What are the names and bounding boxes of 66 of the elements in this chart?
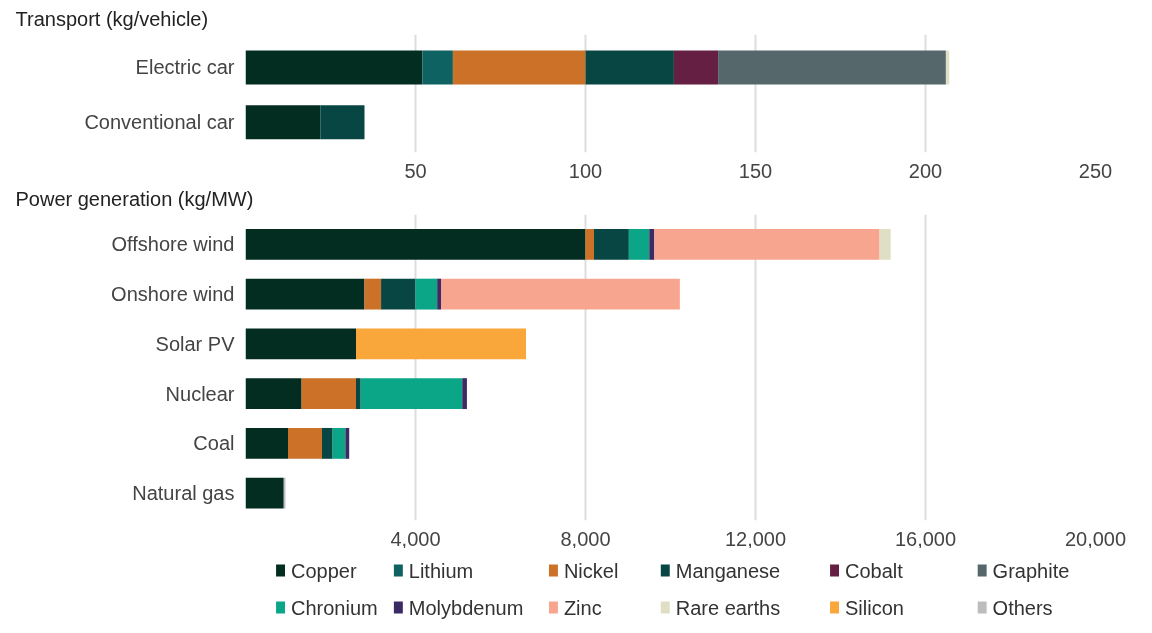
bar: [594, 228, 629, 260]
x-tick-label: 200: [908, 159, 943, 182]
x-tick-label: 8,000: [560, 527, 611, 550]
bar: [322, 427, 333, 459]
y-tick-label: Nuclear: [165, 382, 235, 405]
legend-label: Chronium: [290, 596, 378, 619]
bar: [245, 427, 288, 459]
bar: [245, 278, 365, 310]
bar: [245, 328, 356, 360]
x-tick-label: 20,000: [1064, 527, 1127, 550]
bar: [245, 378, 302, 410]
x-tick-label: 250: [1078, 159, 1113, 182]
y-tick-label: Onshore wind: [111, 283, 235, 306]
x-tick-label: 50: [404, 159, 427, 182]
bar: [441, 278, 680, 310]
legend-label: Graphite: [992, 559, 1070, 582]
bar: [654, 228, 880, 260]
bar: [288, 427, 322, 459]
bar: [585, 50, 674, 85]
y-tick-label: Electric car: [135, 56, 235, 79]
legend-label: Lithium: [408, 559, 474, 582]
bar: [649, 228, 655, 260]
bar: [462, 378, 467, 410]
bar: [879, 228, 891, 260]
bar: [301, 378, 356, 410]
y-tick-label: Coal: [193, 432, 235, 455]
x-tick-label: 4,000: [390, 527, 441, 550]
chart-title: Transport (kg/vehicle): [15, 7, 209, 30]
y-tick-label: Offshore wind: [111, 233, 235, 256]
bar: [245, 50, 423, 85]
y-tick-label: Natural gas: [132, 482, 235, 505]
bar: [245, 477, 284, 509]
x-tick-label: 16,000: [894, 527, 957, 550]
bar: [673, 50, 719, 85]
bar: [452, 50, 586, 85]
bar: [245, 228, 586, 260]
bar: [364, 278, 382, 310]
bar: [381, 278, 416, 310]
bar: [628, 228, 650, 260]
x-tick-label: 100: [568, 159, 603, 182]
chart-title: Power generation (kg/MW): [15, 187, 254, 210]
x-tick-label: 150: [738, 159, 773, 182]
bar: [437, 278, 441, 310]
bar: [718, 50, 946, 85]
bar: [360, 378, 463, 410]
y-tick-label: Conventional car: [84, 111, 235, 134]
legend-label: Copper: [290, 559, 357, 582]
legend-label: Silicon: [844, 596, 904, 619]
bar: [415, 278, 438, 310]
bar: [356, 378, 361, 410]
legend-label: Cobalt: [844, 559, 904, 582]
x-tick-label: 12,000: [724, 527, 787, 550]
legend-label: Zinc: [563, 596, 602, 619]
bar: [320, 105, 365, 140]
bar: [585, 228, 594, 260]
legend-label: Molybdenum: [408, 596, 524, 619]
legend-label: Rare earths: [675, 596, 781, 619]
bar: [332, 427, 346, 459]
legend-label: Manganese: [675, 559, 781, 582]
bar: [345, 427, 350, 459]
legend-label: Others: [992, 596, 1053, 619]
bar: [245, 105, 321, 140]
legend-label: Nickel: [563, 559, 619, 582]
y-tick-label: Solar PV: [155, 332, 236, 355]
bar: [422, 50, 453, 85]
bar: [356, 328, 526, 360]
